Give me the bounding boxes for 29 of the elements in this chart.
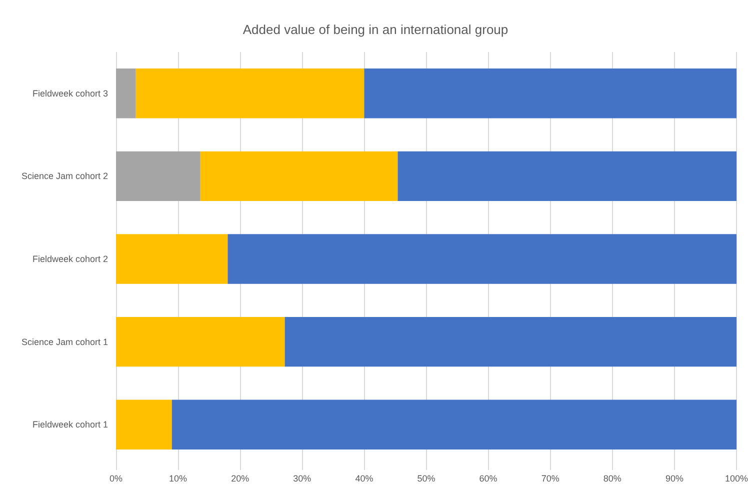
x-tick-label: 100%: [724, 474, 748, 484]
y-tick-label: Science Jam cohort 1: [21, 336, 108, 347]
bar: [116, 400, 172, 450]
bar: [200, 151, 398, 202]
y-tick-label: Fieldweek cohort 1: [32, 420, 108, 430]
x-tick-label: 20%: [231, 474, 250, 484]
bar: [116, 151, 200, 202]
x-tick-label: 50%: [417, 474, 436, 484]
bar: [116, 68, 136, 118]
x-tick-label: 80%: [603, 474, 622, 484]
bar: [116, 234, 228, 284]
bar: [284, 316, 736, 367]
bar: [116, 316, 285, 367]
x-tick-label: 70%: [541, 474, 560, 484]
x-tick-label: 10%: [169, 474, 188, 484]
x-tick-label: 90%: [665, 474, 684, 484]
y-tick-label: Science Jam cohort 2: [21, 171, 108, 182]
bar: [364, 68, 736, 118]
x-tick-label: 30%: [293, 474, 312, 484]
x-tick-label: 40%: [355, 474, 374, 484]
x-tick-label: 0%: [109, 474, 123, 484]
y-tick-label: Fieldweek cohort 2: [32, 254, 108, 264]
bar: [228, 234, 736, 284]
bar: [136, 68, 364, 118]
y-tick-label: Fieldweek cohort 3: [32, 88, 108, 98]
x-tick-label: 60%: [479, 474, 498, 484]
bar: [398, 151, 736, 202]
bar: [172, 400, 736, 450]
chart-title: Added value of being in an international group: [242, 22, 508, 37]
